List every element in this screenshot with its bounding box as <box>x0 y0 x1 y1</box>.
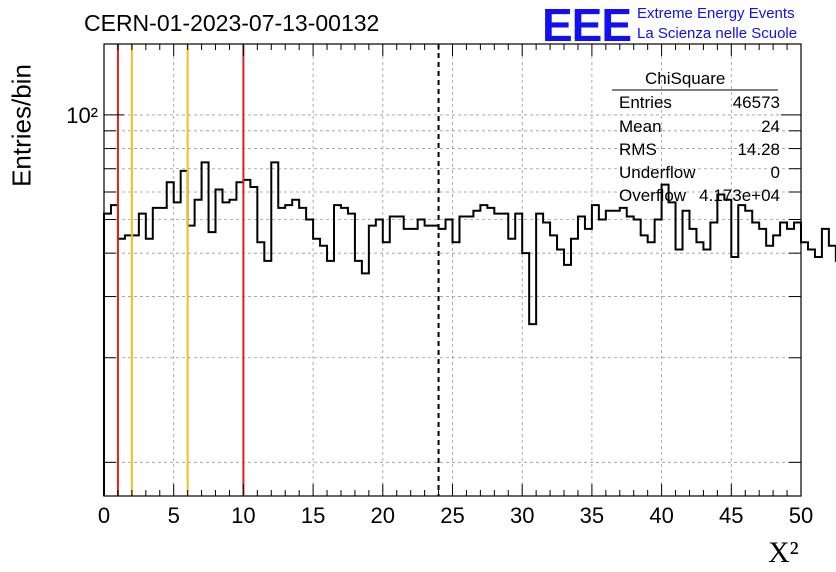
histogram-series <box>103 161 836 496</box>
stats-mean-value: 24 <box>761 117 780 136</box>
marker-lines <box>116 44 440 496</box>
x-tick-label: 40 <box>649 503 673 528</box>
stats-rms-label: RMS <box>619 140 657 159</box>
x-tick-label: 15 <box>301 503 325 528</box>
stats-title: ChiSquare <box>645 69 726 88</box>
x-axis-label: X² <box>768 536 799 569</box>
x-tick-label: 50 <box>789 503 813 528</box>
x-axis: 0 5 10 15 20 25 30 35 40 45 50 <box>98 44 813 528</box>
logo-subtitle-1: Extreme Energy Events <box>637 5 795 22</box>
y-axis: 10² <box>66 103 801 463</box>
stats-rms-value: 14.28 <box>737 140 780 159</box>
stats-mean-label: Mean <box>619 117 662 136</box>
x-tick-label: 35 <box>580 503 604 528</box>
stats-overflow-value: 4.173e+04 <box>699 186 780 205</box>
x-tick-label: 45 <box>719 503 743 528</box>
stats-entries-value: 46573 <box>732 93 780 112</box>
stats-entries-label: Entries <box>619 93 672 112</box>
histogram-bins <box>103 161 836 496</box>
x-tick-label: 10 <box>231 503 255 528</box>
x-tick-label: 5 <box>168 503 180 528</box>
x-tick-label: 30 <box>510 503 534 528</box>
eee-logo: EEE <box>542 0 632 51</box>
y-tick-label: 10² <box>66 103 98 128</box>
logo-subtitle-2: La Scienza nelle Scuole <box>637 25 798 42</box>
stats-underflow-label: Underflow <box>619 163 696 182</box>
stats-underflow-value: 0 <box>770 163 780 182</box>
x-tick-label: 0 <box>98 503 110 528</box>
grid <box>104 44 801 496</box>
stats-overflow-label: Overflow <box>619 186 687 205</box>
x-tick-label: 20 <box>371 503 395 528</box>
y-axis-label: Entries/bin <box>6 64 37 187</box>
x-tick-label: 25 <box>440 503 464 528</box>
chart-title: CERN-01-2023-07-13-00132 <box>84 10 380 36</box>
